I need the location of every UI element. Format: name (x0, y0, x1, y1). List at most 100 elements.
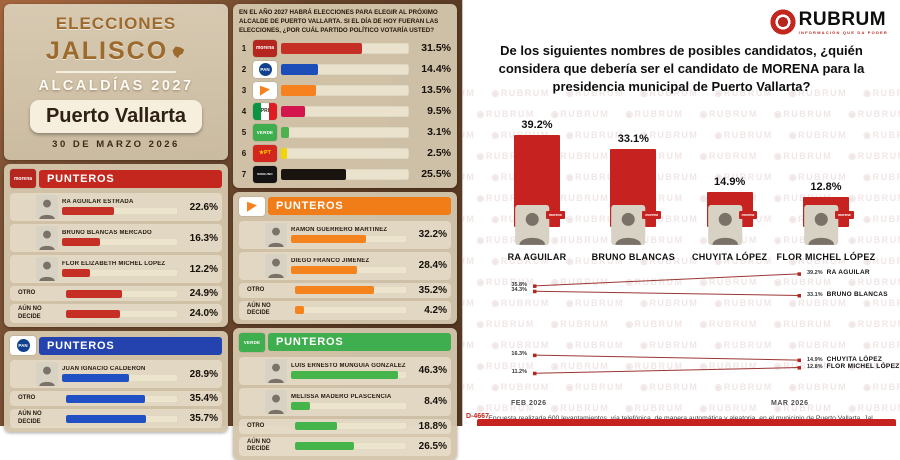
puntero-main: RA AGUILAR ESTRADA (62, 199, 178, 215)
bar-track (281, 105, 409, 117)
puntero-main (66, 414, 178, 423)
bar-track (281, 168, 409, 180)
percent-label: 8.4% (424, 396, 447, 408)
bar-fill (295, 442, 355, 451)
puntero-row: AÚN NO DECIDE 35.7% (10, 409, 222, 428)
candidate-percent-label: 12.8% (810, 180, 842, 193)
party-poll-question: EN EL AÑO 2027 HABRÁ ELECCIONES PARA ELE… (239, 9, 439, 34)
subtitle-alcaldias: ALCALDÍAS 2027 (38, 78, 194, 94)
bar-track (66, 394, 178, 403)
bar-fill (291, 401, 311, 410)
party-result-row: 2 PAN 14.4% (239, 60, 451, 78)
bar-track (281, 84, 409, 96)
bar-fill (281, 84, 316, 96)
bar-track (295, 306, 407, 315)
title-jalisco: JALISCO (46, 37, 186, 66)
left-infographic: ELECCIONES JALISCO ALCALDÍAS 2027 Puerto… (0, 0, 462, 460)
bar-track (62, 268, 178, 277)
punteros-header-label: PUNTEROS (276, 336, 344, 349)
puntero-main (295, 306, 407, 315)
puntero-row: JUAN IGNACIO CALDERÓN 28.9% (10, 360, 222, 388)
puntero-row: RA AGUILAR ESTRADA 22.6% (10, 193, 222, 221)
candidate-bar-chart: 39.2% morena RA AGUILAR 33.1% morena BRUNO BL… (463, 101, 900, 262)
bar-fill (281, 147, 288, 159)
bar-fill (62, 237, 100, 246)
punteros-header: PUNTEROS (239, 196, 451, 216)
bar-track (62, 373, 178, 382)
bar-track (295, 442, 407, 451)
bar-fill (291, 234, 366, 243)
left-column: ELECCIONES JALISCO ALCALDÍAS 2027 Puerto… (4, 4, 228, 432)
puntero-row: FLOR ELIZABETH MICHEL LÓPEZ 12.2% (10, 255, 222, 283)
ninguno-party-logo-icon: NINGUNO (253, 165, 277, 183)
puntero-main: BRUNO BLANCAS MERCADO (62, 230, 178, 246)
candidate-column: 14.9% morena CHUYITA LÓPEZ (682, 101, 778, 262)
puntero-row: OTRO 35.2% (239, 282, 451, 298)
punteros-header: VERDE PUNTEROS (239, 332, 451, 352)
candidate-column: 12.8% morena FLOR MICHEL LÓPEZ (777, 101, 876, 262)
candidate-name-label: BRUNO BLANCAS (591, 251, 676, 262)
punteros-section-verde: VERDE PUNTEROS LUIS ERNESTO MUNGUÍA GONZÁL… (233, 327, 457, 460)
title-elecciones: ELECCIONES (55, 14, 177, 33)
punteros-header-bar: PUNTEROS (39, 336, 222, 355)
title-card: ELECCIONES JALISCO ALCALDÍAS 2027 Puerto… (4, 4, 228, 160)
bar-track (281, 63, 409, 75)
x-axis-label-mar: MAR 2026 (771, 399, 809, 407)
divider (56, 71, 176, 73)
candidate-name-label: RA AGUILAR (507, 251, 567, 262)
photo-cell (243, 389, 287, 414)
trend-lines (533, 271, 801, 375)
bottom-red-strip (477, 419, 896, 426)
bar-track (295, 422, 407, 431)
city-card: Puerto Vallarta (29, 100, 203, 133)
candidate-photo (265, 358, 287, 383)
party-rank-label: 3 (241, 85, 247, 95)
puntero-main (66, 289, 178, 298)
morena-tag: morena (834, 210, 854, 219)
puntero-main (66, 309, 178, 318)
bar-track (66, 309, 178, 318)
title-jalisco-text: JALISCO (45, 37, 169, 65)
left-column-sections: morena PUNTEROS RA AGUILAR ESTRADA 22.6% BRU… (4, 164, 228, 432)
party-result-row: 1 morena 31.5% (239, 39, 451, 57)
photo-cell (14, 257, 58, 281)
trend-start-label: 11.2% (511, 369, 527, 376)
morena-tag: morena (642, 210, 661, 219)
trend-start-label: 34.3% (511, 287, 527, 294)
party-result-row: 5 VERDE 3.1% (239, 123, 451, 141)
option-label: AÚN NO DECIDE (18, 411, 42, 425)
puntero-row: OTRO 18.8% (239, 418, 451, 434)
candidate-name-label: FLOR MICHEL LÓPEZ (776, 251, 876, 262)
rubrum-name: RUBRUM (798, 8, 887, 30)
bar-track (281, 42, 409, 54)
candidate-name: RA AGUILAR ESTRADA (62, 199, 134, 206)
bar-fill (295, 422, 338, 431)
bar-fill (66, 394, 146, 403)
party-poll-panel: EN EL AÑO 2027 HABRÁ ELECCIONES PARA ELE… (233, 4, 457, 188)
party-percent-label: 25.5% (421, 168, 451, 181)
bar-fill (62, 373, 130, 382)
puntero-main: FLOR ELIZABETH MICHEL LÓPEZ (62, 261, 178, 277)
candidate-photo (36, 257, 58, 281)
punteros-section-mc: PUNTEROS RAMÓN GUERRERO MARTÍNEZ 32.2% DIEG… (233, 191, 457, 324)
candidate-column: 33.1% morena BRUNO BLANCAS (585, 101, 681, 262)
bar-fill (62, 206, 115, 215)
percent-label: 12.2% (189, 263, 218, 275)
option-label: AÚN NO DECIDE (18, 306, 42, 320)
puntero-main (295, 286, 407, 295)
puntero-row: AÚN NO DECIDE 26.5% (239, 436, 451, 456)
party-rank-label: 2 (241, 64, 247, 74)
puntero-row: AÚN NO DECIDE 24.0% (10, 304, 222, 323)
puntero-main: DIEGO FRANCO JIMÉNEZ (291, 258, 407, 274)
punteros-section-morena: morena PUNTEROS RA AGUILAR ESTRADA 22.6% BRU… (4, 164, 228, 327)
party-percent-label: 31.5% (421, 42, 451, 55)
puntero-row: LUIS ERNESTO MUNGUÍA GONZÁLEZ 46.3% (239, 356, 451, 385)
trend-end-label: 33.1% BRUNO BLANCAS (807, 291, 888, 299)
percent-label: 35.7% (189, 413, 218, 424)
bar-fill (62, 268, 91, 277)
percent-label: 24.9% (189, 288, 218, 299)
punteros-section-pan: PAN PUNTEROS JUAN IGNACIO CALDERÓN 28.9% OTR… (4, 331, 228, 432)
percent-label: 24.0% (189, 308, 218, 319)
party-percent-label: 14.4% (421, 63, 451, 76)
punteros-header: PAN PUNTEROS (10, 336, 222, 355)
